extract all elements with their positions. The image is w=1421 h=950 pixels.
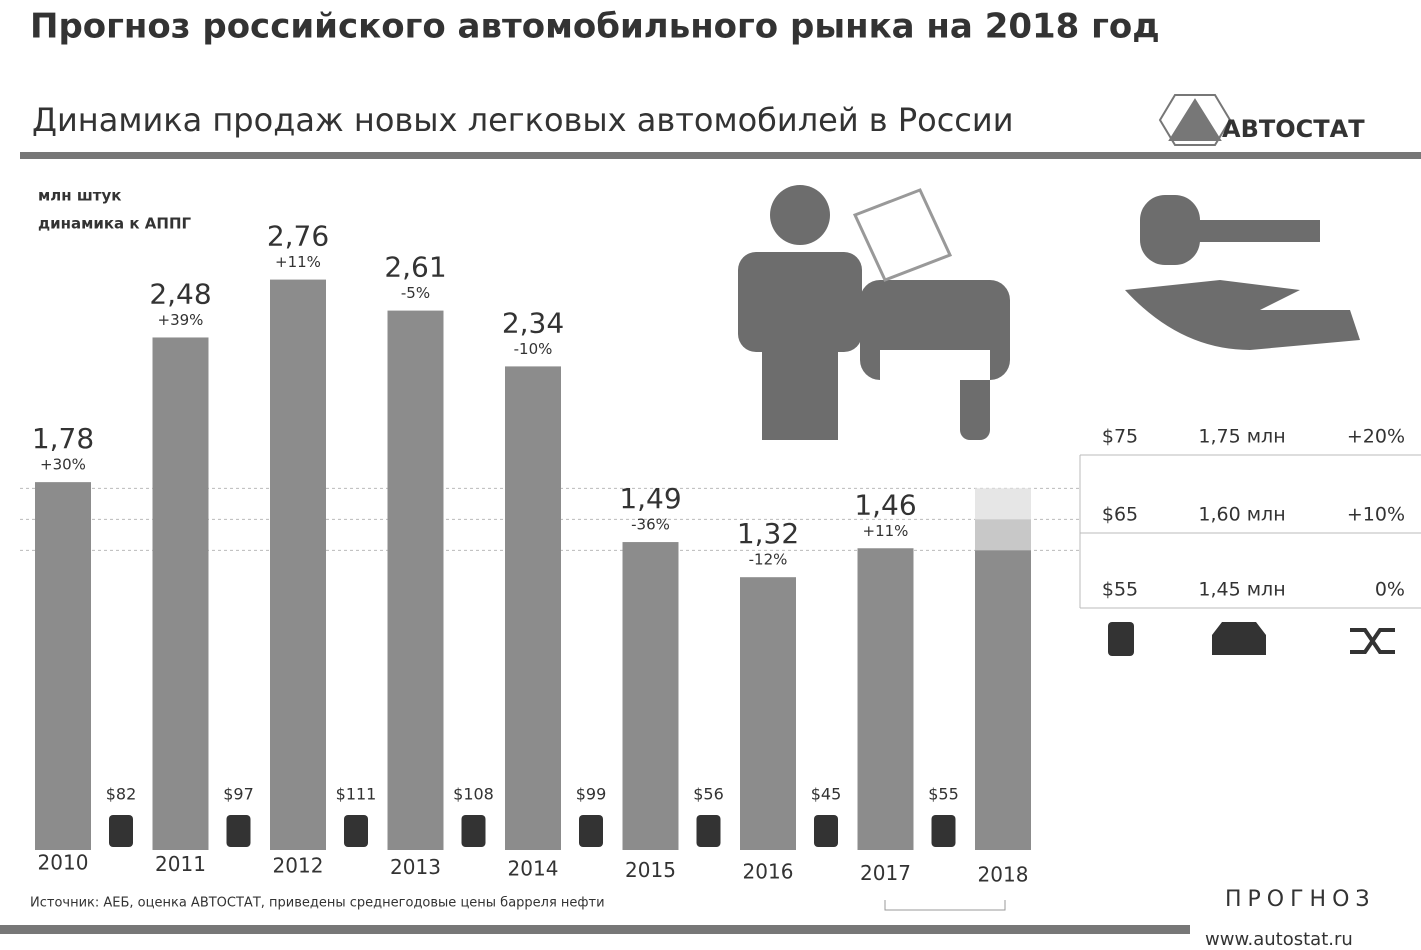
value-label: 1,49 <box>619 482 681 515</box>
x-tick-label: 2015 <box>625 858 676 882</box>
x-tick-label: 2018 <box>978 863 1029 887</box>
scenario-growth: +20% <box>1347 426 1405 448</box>
oil-label: $97 <box>223 785 254 804</box>
forecast-bar <box>975 550 1031 850</box>
growth-label: +39% <box>158 311 204 329</box>
bar <box>152 337 209 850</box>
oil-label: $56 <box>693 785 724 804</box>
x-tick-label: 2017 <box>860 861 911 885</box>
scenario-sales: 1,75 млн <box>1198 426 1285 448</box>
value-label: 2,34 <box>502 306 564 339</box>
oil-label: $55 <box>928 785 959 804</box>
bar <box>857 548 914 850</box>
bar <box>505 366 561 850</box>
source: Источник: АЕБ, оценка АВТОСТАТ, приведен… <box>30 896 605 911</box>
person-car-icon <box>738 185 1010 440</box>
unit-label: млн штук <box>38 187 121 205</box>
growth-label: -12% <box>749 551 788 569</box>
oil-label: $99 <box>576 785 607 804</box>
oil-label: $111 <box>336 785 377 804</box>
growth-label: -10% <box>514 340 553 358</box>
footer-rule <box>0 925 1190 934</box>
bar <box>740 577 796 850</box>
heading: Прогноз российского автомобильного рынка… <box>30 7 1160 47</box>
forecast-label: ПРОГНОЗ <box>1225 887 1376 912</box>
oil-label: $108 <box>453 785 494 804</box>
oil-label: $82 <box>106 785 137 804</box>
oil-barrel <box>931 815 956 847</box>
shuffle-icon <box>1350 628 1395 654</box>
scenario-growth: +10% <box>1347 504 1405 526</box>
value-label: 1,32 <box>737 517 799 550</box>
value-label: 1,78 <box>32 422 94 455</box>
car-icon <box>1212 622 1266 655</box>
title-rule <box>20 152 1421 159</box>
key-hand-icon <box>1125 195 1360 350</box>
scenario-oil: $55 <box>1102 579 1138 601</box>
website: www.autostat.ru <box>1205 929 1353 950</box>
x-tick-label: 2011 <box>155 852 206 876</box>
x-tick-label: 2010 <box>38 851 89 875</box>
oil-label: $45 <box>811 785 842 804</box>
oil-barrel <box>344 815 368 847</box>
growth-label: -5% <box>401 284 430 302</box>
scenario-growth: 0% <box>1375 579 1405 601</box>
value-label: 2,76 <box>267 220 329 253</box>
growth-label: +30% <box>40 456 86 474</box>
x-tick-label: 2014 <box>508 857 559 881</box>
growth-label: +11% <box>863 522 909 540</box>
value-label: 2,48 <box>149 277 211 310</box>
oil-barrel <box>696 815 721 847</box>
logo-icon <box>1158 94 1232 146</box>
x-tick-label: 2016 <box>743 860 794 884</box>
chart-title: Динамика продаж новых легковых автомобил… <box>32 101 1013 139</box>
bar <box>387 310 444 851</box>
oil-barrel <box>579 815 603 847</box>
oil-barrel <box>461 815 486 847</box>
forecast-bracket <box>884 900 1006 911</box>
bar <box>622 542 679 850</box>
logo: АВТОСТАТ <box>1222 115 1365 143</box>
x-tick-label: 2013 <box>390 855 441 879</box>
growth-label: -36% <box>631 516 670 534</box>
oil-barrel <box>226 815 251 847</box>
bar <box>35 482 91 850</box>
bar <box>270 279 326 851</box>
oil-barrel <box>814 815 838 847</box>
oil-barrel <box>109 815 133 847</box>
barrel-icon <box>1108 622 1134 656</box>
scenario-sales: 1,45 млн <box>1198 579 1285 601</box>
value-label: 1,46 <box>854 488 916 521</box>
scenario-oil: $75 <box>1102 426 1138 448</box>
growth-label: +11% <box>275 253 321 271</box>
value-label: 2,61 <box>384 251 446 284</box>
x-tick-label: 2012 <box>273 854 324 878</box>
scenario-sales: 1,60 млн <box>1198 504 1285 526</box>
growth-label: динамика к АППГ <box>38 215 192 233</box>
scenario-oil: $65 <box>1102 504 1138 526</box>
